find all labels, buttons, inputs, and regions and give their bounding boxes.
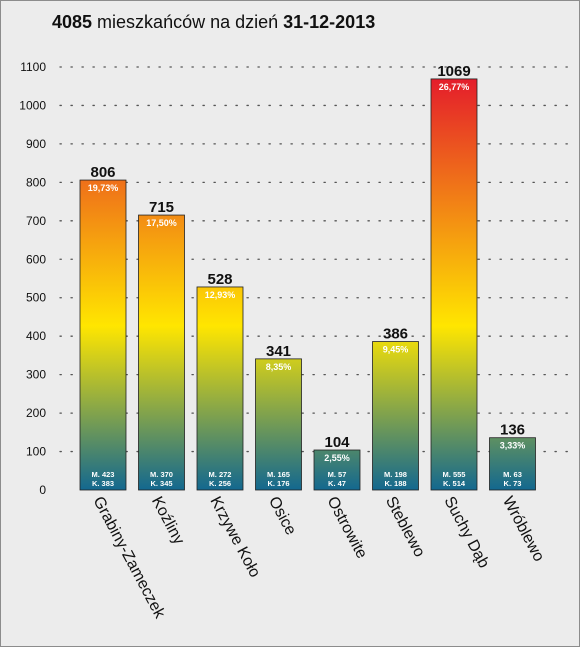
bar: [372, 341, 419, 491]
men-count-label: M. 198: [384, 470, 407, 479]
y-tick-label: 1100: [20, 60, 46, 74]
grid-lines: [59, 66, 571, 453]
y-tick-label: 1000: [19, 98, 46, 112]
value-label: 386: [383, 326, 408, 343]
category-label: Steblewo: [382, 494, 428, 560]
y-tick-label: 0: [39, 483, 46, 497]
percent-label: 17,50%: [146, 218, 177, 228]
percent-label: 8,35%: [266, 362, 292, 372]
percent-label: 19,73%: [88, 183, 119, 193]
percent-label: 9,45%: [383, 345, 409, 355]
y-tick-label: 800: [26, 175, 46, 189]
category-label: Osice: [265, 494, 299, 538]
women-count-label: K. 383: [92, 479, 114, 488]
men-count-label: M. 370: [150, 470, 173, 479]
value-label: 136: [500, 422, 525, 439]
y-tick-label: 600: [26, 252, 46, 266]
title-date: 31-12-2013: [283, 12, 376, 32]
value-label: 1069: [437, 63, 470, 80]
percent-label: 12,93%: [205, 290, 236, 300]
percent-label: 3,33%: [500, 441, 526, 451]
women-count-label: K. 256: [209, 479, 231, 488]
men-count-label: M. 57: [328, 470, 347, 479]
bar: [313, 449, 361, 491]
title-middle: mieszkańców na dzień: [92, 12, 284, 32]
men-count-label: M. 165: [267, 470, 290, 479]
value-label: 104: [324, 434, 350, 451]
y-tick-label: 300: [26, 368, 46, 382]
percent-label: 2,55%: [324, 453, 350, 463]
women-count-label: K. 176: [267, 479, 289, 488]
women-count-label: K. 47: [328, 479, 346, 488]
men-count-label: M. 272: [209, 470, 232, 479]
category-label: Wróblewo: [499, 494, 547, 565]
value-label: 806: [90, 164, 115, 181]
bar: [430, 78, 478, 491]
women-count-label: K. 188: [384, 479, 406, 488]
category-label: Koźliny: [148, 494, 187, 548]
bar: [138, 214, 185, 491]
y-tick-label: 400: [26, 329, 46, 343]
women-count-label: K. 514: [443, 479, 466, 488]
y-tick-label: 100: [26, 445, 46, 459]
chart-title: 4085 mieszkańców na dzień 31-12-2013: [52, 12, 375, 33]
category-label: Ostrowite: [323, 494, 370, 562]
bar: [255, 358, 302, 491]
value-label: 528: [207, 271, 232, 288]
y-tick-label: 200: [26, 406, 46, 420]
value-label: 715: [149, 199, 174, 216]
y-tick-label: 700: [26, 214, 46, 228]
y-tick-label: 500: [26, 291, 46, 305]
men-count-label: M. 63: [503, 470, 522, 479]
y-axis-ticks: 0 100 200 300 400 500 600 700 800 900 1000 1100: [19, 60, 46, 497]
y-tick-label: 900: [26, 137, 46, 151]
percent-label: 26,77%: [439, 82, 470, 92]
men-count-label: M. 555: [443, 470, 466, 479]
category-label: Suchy Dąb: [440, 494, 492, 571]
women-count-label: K. 345: [150, 479, 172, 488]
title-total: 4085: [52, 12, 93, 32]
bar: [79, 179, 127, 491]
bar: [489, 437, 536, 491]
value-label: 341: [266, 343, 291, 360]
bar: [196, 286, 244, 491]
category-label: Krzywe Koło: [206, 494, 263, 581]
men-count-label: M. 423: [92, 470, 115, 479]
women-count-label: K. 73: [504, 479, 522, 488]
